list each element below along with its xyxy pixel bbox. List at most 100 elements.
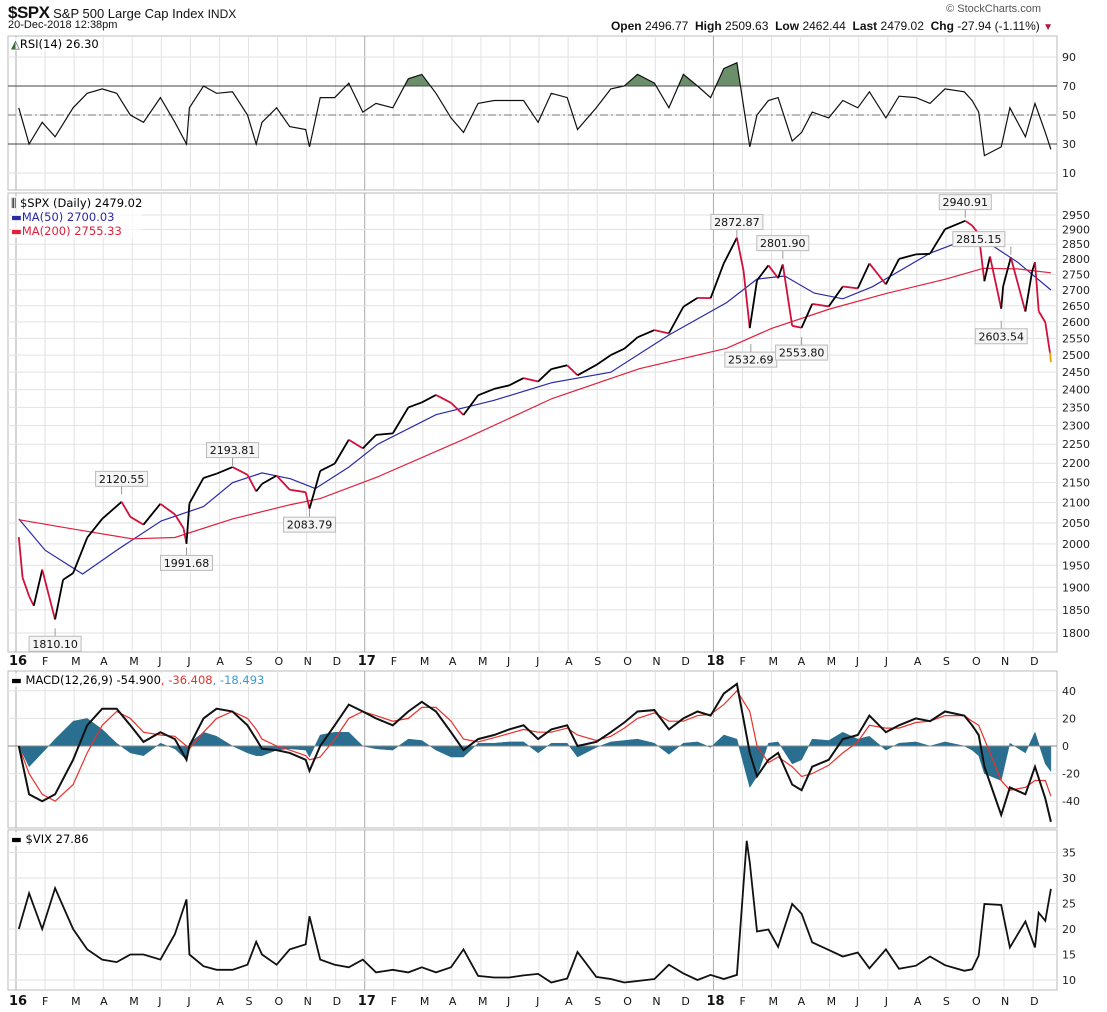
vix-legend-text: $VIX 27.86 <box>25 832 89 846</box>
annotation-label: 2083.79 <box>287 519 333 532</box>
macd-frame <box>7 670 1058 829</box>
price-segment <box>964 220 973 227</box>
price-segment <box>174 513 185 529</box>
chg-value: -27.94 (-1.11%) <box>957 19 1040 33</box>
price-y-tick-label: 2100 <box>1062 497 1090 510</box>
price-y-tick-label: 2850 <box>1062 238 1090 251</box>
price-y-tick-label: 2000 <box>1062 538 1090 551</box>
x-axis-month-label: 16 <box>9 654 27 669</box>
x-axis-month-label: M <box>129 995 139 1008</box>
price-segment <box>255 483 263 492</box>
price-y-tick-label: 2700 <box>1062 284 1090 297</box>
x-axis-month-label: J <box>506 655 510 668</box>
vix-line <box>17 840 1052 984</box>
price-segment <box>1049 352 1052 363</box>
price-segment <box>742 270 751 329</box>
x-axis-month-label: O <box>275 995 284 1008</box>
price-segment <box>289 488 306 494</box>
price-segment <box>1037 310 1047 323</box>
last-value: 2479.02 <box>880 19 924 33</box>
vix-panel: 35 30 25 20 15 10 <box>7 829 1076 991</box>
price-segment <box>203 472 217 479</box>
x-axis-month-label: A <box>914 995 922 1008</box>
annotation-label: 2872.87 <box>714 216 760 229</box>
x-axis-month-label: J <box>884 995 888 1008</box>
price-segment <box>668 306 685 334</box>
x-axis-month-label: M <box>827 995 837 1008</box>
low-value: 2462.44 <box>802 19 846 33</box>
x-axis-month-label: J <box>186 655 190 668</box>
vix-y-tick-label: 30 <box>1062 872 1076 885</box>
price-segment <box>450 402 465 416</box>
price-legend-text: $SPX (Daily) 2479.02 <box>19 196 143 210</box>
price-y-tick-label: 2600 <box>1062 316 1090 329</box>
price-y-tick-label: 2450 <box>1062 366 1090 379</box>
annotation-box <box>206 442 260 459</box>
x-axis-month-label: O <box>623 995 632 1008</box>
x-axis-month-label: J <box>535 655 539 668</box>
x-axis-month-label: A <box>216 995 224 1008</box>
price-segment <box>915 252 931 256</box>
price-y-tick-label: 2300 <box>1062 420 1090 433</box>
price-annotation: 2120.55 <box>95 470 149 495</box>
x-axis-month-label: F <box>740 655 746 668</box>
price-segment <box>48 595 56 620</box>
rsi-legend-text: RSI(14) 26.30 <box>19 37 99 51</box>
x-axis-month-label: M <box>420 995 430 1008</box>
price-y-tick-label: 2800 <box>1062 253 1090 266</box>
x-axis-month-label: O <box>972 655 981 668</box>
price-y-tick-label: 2050 <box>1062 517 1090 530</box>
x-axis-month-label: J <box>855 995 859 1008</box>
price-segment <box>101 501 123 520</box>
price-segment <box>304 491 311 509</box>
exchange: INDX <box>207 7 237 21</box>
x-axis-month-label: N <box>1001 995 1009 1008</box>
x-axis-month-label: M <box>420 655 430 668</box>
vix-y-tick-label: 20 <box>1062 923 1076 936</box>
annotation-box <box>938 194 992 211</box>
open-value: 2496.77 <box>644 19 689 33</box>
price-segment <box>275 475 291 491</box>
x-axis-month-label: 16 <box>9 994 27 1009</box>
price-segment <box>392 406 410 434</box>
price-segment <box>623 336 639 350</box>
chg-label: Chg <box>930 19 954 33</box>
price-segment <box>827 286 844 307</box>
x-axis-month-label: D <box>1030 655 1038 668</box>
annotation-box <box>95 470 149 487</box>
price-segment <box>319 462 336 472</box>
price-annotation: 2603.54 <box>974 320 1028 345</box>
chart-title: $SPX S&P 500 Large Cap Index INDX <box>8 3 236 23</box>
price-segment <box>537 368 552 383</box>
rsi-y-tick-label: 10 <box>1062 167 1076 180</box>
x-axis-month-label: J <box>157 655 161 668</box>
price-segment <box>1044 322 1051 353</box>
price-annotation: 2940.91 <box>938 194 992 218</box>
price-annotation: 2553.80 <box>775 337 829 361</box>
price-segment <box>216 466 233 475</box>
x-axis-month-label: M <box>129 655 139 668</box>
price-segment <box>28 595 35 607</box>
price-legend: ⫼ $SPX (Daily) 2479.02 ▬MA(50) 2700.03 ▬… <box>11 196 143 238</box>
price-segment <box>777 264 784 279</box>
price-y-tick-label: 2550 <box>1062 332 1090 345</box>
rsi-y-tick-label: 50 <box>1062 109 1076 122</box>
annotation-label: 2801.90 <box>760 237 806 250</box>
ma200-legend: MA(200) 2755.33 <box>21 224 122 238</box>
x-axis-month-label: O <box>972 995 981 1008</box>
annotation-label: 2815.15 <box>956 233 1002 246</box>
x-axis-month-label: 18 <box>706 654 724 669</box>
price-annotation: 2872.87 <box>710 213 764 238</box>
price-segment <box>944 219 966 231</box>
price-segment <box>856 263 871 289</box>
vix-y-tick-label: 25 <box>1062 898 1076 911</box>
x-axis-month-label: J <box>855 655 859 668</box>
price-annotation: 1991.68 <box>159 547 213 571</box>
price-segment <box>41 569 50 597</box>
x-axis-month-label: M <box>71 995 81 1008</box>
ma50-swatch-icon: ▬ <box>11 210 22 224</box>
x-axis-month-label: M <box>769 655 779 668</box>
price-y-tick-label: 2400 <box>1062 384 1090 397</box>
price-segment <box>1024 271 1034 312</box>
